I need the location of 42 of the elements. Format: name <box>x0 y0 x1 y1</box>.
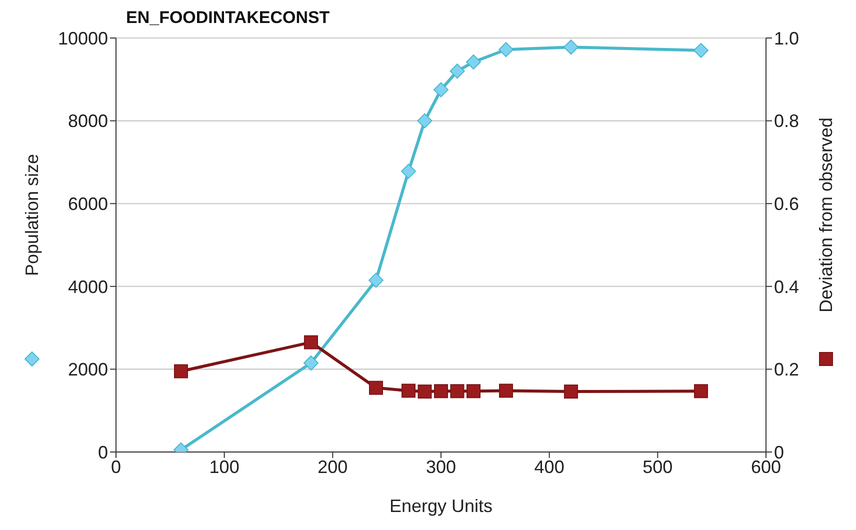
point <box>450 384 464 398</box>
y-tick-label: 10000 <box>58 28 108 48</box>
point <box>694 42 708 58</box>
point <box>434 384 448 398</box>
y2-tick-label: 0.6 <box>774 194 800 214</box>
point <box>466 384 480 398</box>
y2-axis-title: Deviation from observed <box>816 117 836 313</box>
y2-tick-label: 0.8 <box>774 111 800 132</box>
y-tick-label: 8000 <box>68 111 108 132</box>
point <box>498 42 514 58</box>
x-tick-label: 0 <box>110 456 122 477</box>
point <box>694 384 708 398</box>
x-tick-label: 200 <box>318 456 348 477</box>
chart-title: EN_FOODINTAKECONST <box>126 8 331 29</box>
y2-tick-label: 1.0 <box>774 28 800 48</box>
point <box>304 335 318 350</box>
point <box>450 64 465 79</box>
point <box>418 384 432 399</box>
point <box>499 384 513 398</box>
point <box>434 82 448 98</box>
y-tick-label: 6000 <box>68 194 108 214</box>
point <box>304 355 318 370</box>
y-axis-title: Population size <box>22 154 42 276</box>
point <box>466 54 481 70</box>
point <box>174 364 188 378</box>
x-tick-label: 300 <box>426 456 456 477</box>
point <box>369 380 383 395</box>
point <box>402 384 416 398</box>
point <box>417 113 432 128</box>
x-tick-label: 100 <box>209 456 240 477</box>
y2-tick-label: 0.4 <box>774 276 800 297</box>
y-tick-label: 4000 <box>68 276 108 297</box>
point <box>564 384 578 399</box>
point <box>368 272 384 288</box>
x-axis-title: Energy Units <box>389 496 493 516</box>
y2-tick-label: 0.2 <box>774 360 800 380</box>
point <box>401 164 416 179</box>
y-tick-label: 0 <box>98 442 108 462</box>
y-tick-label: 2000 <box>68 360 108 380</box>
x-tick-label: 400 <box>534 456 564 477</box>
x-tick-label: 500 <box>642 456 673 477</box>
point <box>564 40 578 55</box>
